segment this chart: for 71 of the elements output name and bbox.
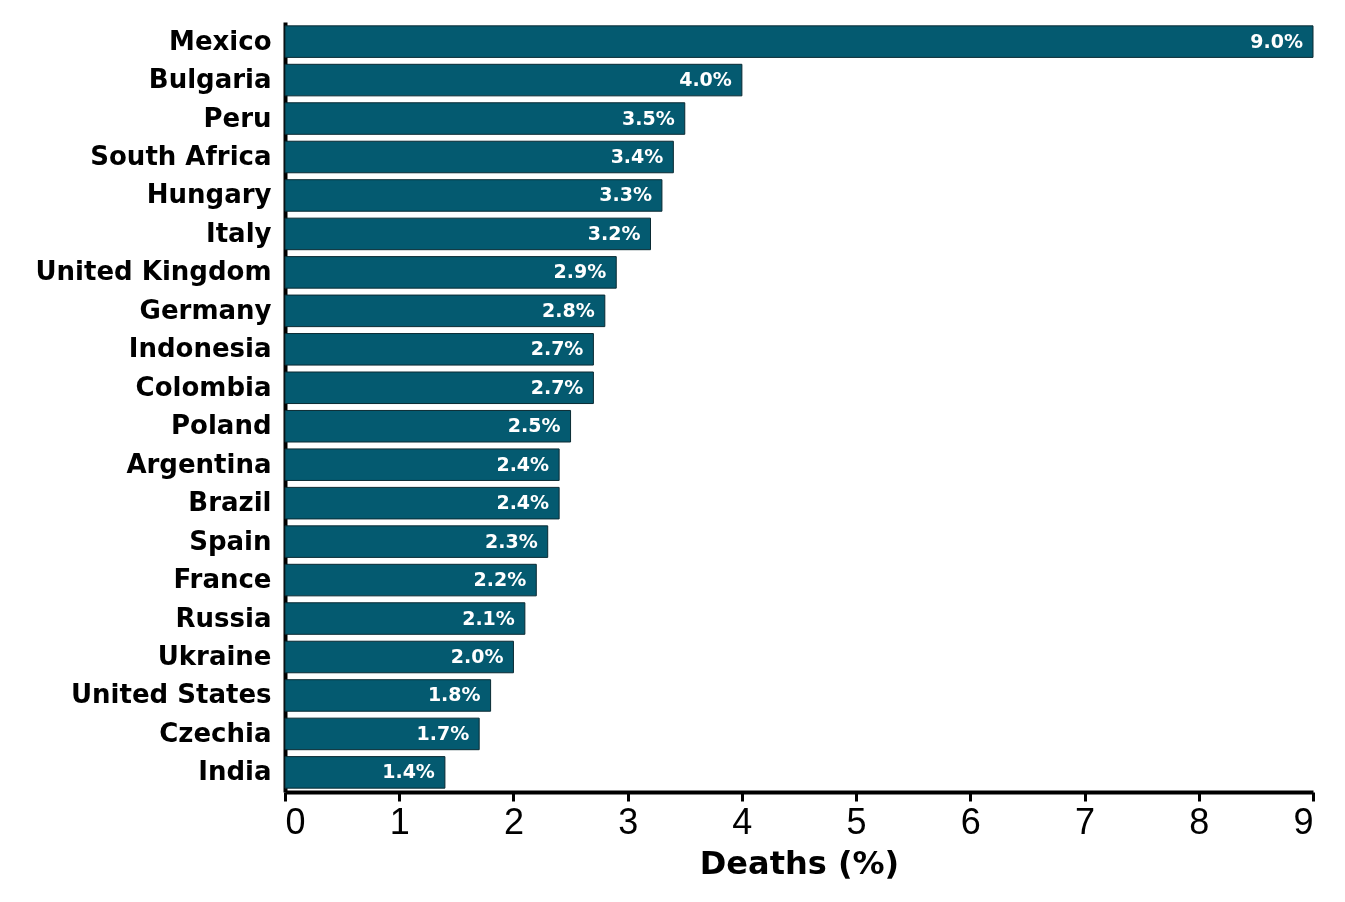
bar: [284, 294, 606, 328]
data-label: 2.7%: [530, 375, 584, 398]
bar: [284, 602, 526, 635]
data-label: 9.0%: [1250, 29, 1303, 52]
y-tick-label: United Kingdom: [35, 256, 272, 287]
bar: [284, 63, 743, 97]
data-label: 2.0%: [450, 645, 504, 667]
y-tick-label: Hungary: [146, 179, 272, 210]
bar: [284, 563, 537, 597]
x-tick-label: 6: [960, 800, 981, 842]
bar: [284, 640, 514, 674]
y-tick-label: Italy: [205, 217, 272, 248]
x-tick-label: 4: [732, 800, 753, 842]
x-tick-label: 9: [1293, 800, 1314, 842]
y-tick-label: United States: [71, 679, 272, 710]
bar: [284, 525, 549, 558]
y-tick-label: Argentina: [126, 448, 272, 479]
y-tick-label: Ukraine: [157, 641, 272, 671]
data-label: 3.3%: [599, 183, 652, 206]
bar: [284, 486, 560, 520]
x-tick-label: 3: [618, 800, 639, 842]
bar: [284, 448, 560, 481]
data-label: 2.2%: [473, 568, 527, 591]
data-label: 1.4%: [382, 760, 435, 783]
x-tick-label: 7: [1075, 800, 1096, 842]
y-tick-label: Germany: [139, 294, 272, 325]
data-label: 2.4%: [496, 452, 550, 475]
y-tick-label: France: [173, 564, 272, 595]
bar: [284, 333, 594, 366]
x-tick-label: 8: [1189, 800, 1210, 842]
x-tick-label: 2: [503, 800, 524, 842]
bar: [284, 679, 492, 712]
y-tick-label: Brazil: [188, 487, 272, 518]
y-tick-label: Spain: [189, 525, 272, 556]
data-label: 4.0%: [679, 68, 732, 91]
data-label: 3.4%: [610, 145, 664, 167]
bar: [284, 371, 594, 405]
data-label: 1.8%: [427, 683, 481, 706]
bar: [284, 25, 1314, 58]
data-label: 3.2%: [587, 221, 641, 244]
data-label: 2.1%: [462, 606, 515, 629]
data-label: 2.3%: [485, 529, 538, 552]
data-label: 1.7%: [416, 721, 470, 744]
bar: [284, 409, 572, 443]
bar: [284, 756, 446, 789]
y-tick-label: Bulgaria: [148, 64, 272, 95]
bar: [284, 717, 480, 751]
y-tick-label: South Africa: [90, 141, 272, 171]
x-tick-label: 1: [389, 800, 410, 842]
bar: [284, 102, 686, 135]
bar: [284, 256, 617, 289]
data-label: 2.5%: [507, 414, 561, 437]
x-tick-label: 0: [285, 800, 306, 842]
bar: [284, 179, 663, 212]
y-tick-label: India: [198, 756, 272, 787]
data-label: 2.8%: [542, 298, 595, 321]
y-tick-label: Colombia: [135, 371, 272, 402]
data-label: 2.9%: [553, 260, 607, 283]
x-axis-title: Deaths (%): [699, 843, 900, 882]
y-tick-label: Poland: [171, 410, 272, 441]
y-tick-label: Czechia: [159, 717, 272, 748]
bar: [284, 140, 674, 174]
y-tick-label: Indonesia: [128, 333, 272, 364]
bar: [284, 217, 652, 251]
y-tick-label: Mexico: [169, 25, 272, 56]
y-tick-label: Russia: [175, 602, 272, 633]
y-tick-label: Peru: [203, 102, 272, 133]
x-tick-label: 5: [846, 800, 867, 842]
data-label: 2.7%: [530, 337, 584, 360]
data-label: 2.4%: [496, 491, 550, 514]
data-label: 3.5%: [622, 106, 675, 129]
